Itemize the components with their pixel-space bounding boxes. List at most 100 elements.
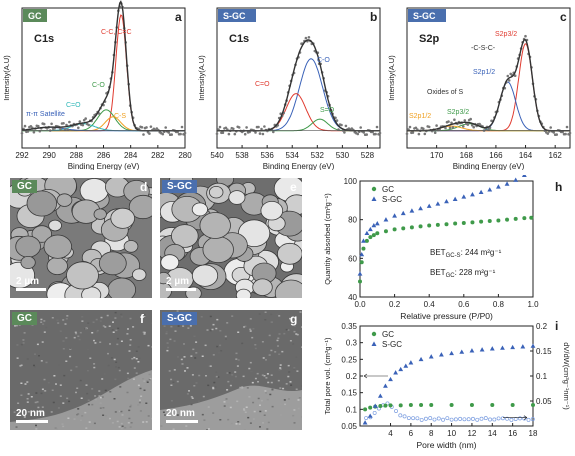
tem-grain — [26, 398, 29, 400]
tem-grain — [127, 377, 130, 380]
tem-grain — [146, 380, 149, 382]
panel-tag: S-GC — [223, 11, 246, 21]
tem-grain — [102, 407, 105, 409]
sem-particle — [252, 278, 273, 296]
data-point — [472, 125, 475, 129]
sem-particle — [46, 257, 68, 276]
tem-grain — [249, 330, 252, 332]
tem-grain — [145, 421, 148, 423]
data-point-S-GC — [372, 403, 378, 408]
data-point-GC — [496, 218, 501, 223]
x-axis-label: Relative pressure (P/P0) — [400, 311, 493, 321]
tem-grain — [87, 322, 90, 324]
tem-grain — [93, 363, 96, 365]
tem-grain — [51, 389, 54, 391]
tem-grain — [94, 395, 97, 397]
data-point — [87, 123, 90, 127]
tem-grain — [259, 410, 262, 413]
tem-grain — [164, 414, 166, 416]
tem-grain — [184, 370, 186, 372]
tem-grain — [260, 399, 263, 402]
bet-subscript: GC-S — [446, 253, 461, 259]
tem-grain — [149, 378, 152, 380]
tem-grain — [195, 341, 198, 343]
peak-label: S=O — [320, 107, 335, 114]
sem-particle — [110, 207, 135, 229]
data-point-S-GC — [400, 210, 406, 216]
tem-grain — [97, 317, 100, 320]
tem-grain — [114, 378, 117, 381]
tem-grain — [17, 402, 20, 404]
tem-grain — [215, 375, 218, 378]
tem-grain — [264, 410, 267, 412]
data-point-GC — [510, 403, 515, 407]
data-point — [183, 131, 187, 135]
tem-grain — [205, 375, 207, 377]
tem-grain — [135, 372, 138, 374]
x-tick-label: 0.4 — [424, 300, 436, 309]
tem-grain — [225, 398, 228, 400]
tem-grain — [203, 419, 206, 421]
tem-grain — [183, 366, 186, 368]
y2-tick-label: 0.15 — [536, 347, 552, 356]
tem-grain — [241, 342, 244, 345]
tem-grain — [252, 328, 255, 330]
psd-point — [419, 417, 424, 422]
data-point-GC — [361, 246, 366, 251]
sem-particle — [123, 240, 139, 253]
tem-grain — [40, 360, 43, 362]
tem-grain — [41, 406, 44, 408]
tem-grain — [245, 406, 248, 408]
tem-grain — [87, 403, 90, 406]
tem-grain — [182, 325, 185, 327]
psd-point — [492, 417, 497, 422]
tem-grain — [36, 343, 39, 346]
x-tick-label: 18 — [529, 429, 538, 438]
tem-grain — [62, 319, 65, 321]
tem-grain — [265, 377, 268, 379]
scale-label-e: 2 µm — [166, 276, 189, 287]
tem-grain — [31, 324, 34, 326]
tem-grain — [301, 326, 302, 328]
y-tick-label: 0.35 — [341, 322, 357, 331]
sem-image-sgc — [160, 178, 302, 298]
tem-grain — [57, 407, 60, 409]
y2-tick-label: 0.05 — [536, 397, 552, 406]
tem-grain — [173, 369, 176, 371]
tem-grain — [147, 344, 150, 347]
tem-grain — [80, 397, 83, 399]
tem-grain — [20, 382, 23, 384]
tem-grain — [10, 408, 13, 411]
tem-grain — [120, 340, 123, 342]
tem-grain — [249, 318, 252, 320]
sem-particle — [228, 190, 246, 205]
data-point-S-GC — [392, 213, 397, 218]
tem-grain — [16, 344, 19, 346]
data-point-GC — [453, 221, 458, 226]
data-point-S-GC — [496, 184, 501, 189]
scale-label-d: 2 µm — [16, 276, 39, 287]
data-point-S-GC — [377, 393, 383, 398]
sem-particle — [131, 268, 147, 281]
tem-carbon-region — [10, 310, 152, 422]
data-point-GC — [363, 407, 368, 412]
tem-grain — [58, 329, 61, 332]
tem-grain — [26, 401, 29, 403]
tem-grain — [261, 341, 264, 343]
tem-grain — [252, 418, 255, 420]
tem-grain — [283, 332, 286, 335]
tem-grain — [257, 381, 259, 383]
data-point — [81, 123, 85, 127]
data-point-GC — [470, 220, 475, 225]
tem-grain — [54, 427, 57, 429]
tem-grain — [241, 386, 244, 388]
tem-grain — [57, 364, 60, 366]
tem-grain — [133, 356, 136, 359]
data-point-GC — [429, 403, 434, 407]
y-tick-label: 0.1 — [346, 405, 358, 414]
tem-grain — [193, 385, 196, 387]
data-point-S-GC — [444, 198, 449, 204]
psd-point — [479, 416, 484, 421]
tem-grain — [73, 418, 76, 420]
data-point — [478, 122, 481, 126]
